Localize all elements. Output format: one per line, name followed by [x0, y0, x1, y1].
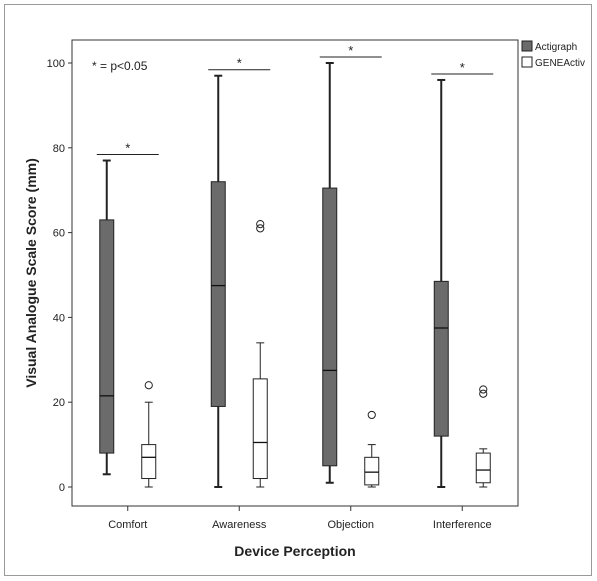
- legend-label-geneactiv: GENEActiv: [535, 58, 585, 69]
- outlier-point-geneactiv: [479, 385, 488, 394]
- outlier-point-geneactiv: [367, 410, 376, 420]
- figure-frame: [4, 4, 592, 576]
- x-tick-label: Awareness: [212, 519, 267, 531]
- legend-swatch-geneactiv: [521, 56, 533, 68]
- legend: Actigraph GENEActiv: [521, 40, 585, 69]
- box-geneactiv: [141, 444, 157, 480]
- significance-star: *: [348, 43, 353, 58]
- significance-markers: * * * *: [96, 43, 494, 156]
- outlier-point-geneactiv: [144, 381, 153, 390]
- y-axis: 0 20 40 60 80 100: [47, 58, 72, 494]
- y-axis-title: Visual Analogue Scale Score (mm): [23, 158, 39, 388]
- y-tick-label: 20: [53, 397, 65, 409]
- outlier-point-geneactiv: [256, 224, 265, 233]
- box-series: [99, 62, 491, 488]
- box-geneactiv: [475, 452, 491, 484]
- y-tick-label: 80: [53, 143, 65, 155]
- legend-swatch-actigraph: [521, 40, 533, 52]
- significance-annotation: * = p<0.05: [92, 59, 148, 73]
- box-actigraph: [99, 219, 115, 454]
- y-tick-label: 0: [59, 482, 65, 494]
- legend-label-actigraph: Actigraph: [535, 42, 577, 53]
- y-tick-label: 60: [53, 228, 65, 240]
- box-actigraph: [433, 280, 449, 437]
- outlier-point-geneactiv: [256, 220, 265, 229]
- y-tick-label: 100: [47, 58, 65, 70]
- significance-star: *: [460, 60, 465, 75]
- x-tick-label: Comfort: [108, 519, 147, 531]
- box-actigraph: [322, 187, 338, 467]
- y-tick-label: 40: [53, 312, 65, 324]
- box-actigraph: [210, 181, 226, 407]
- significance-star: *: [237, 56, 242, 71]
- box-geneactiv: [252, 378, 268, 480]
- x-tick-label: Objection: [328, 519, 374, 531]
- x-tick-label: Interference: [433, 519, 492, 531]
- x-axis-title: Device Perception: [234, 543, 355, 559]
- box-geneactiv: [364, 456, 380, 486]
- x-axis: Comfort Awareness Objection Interference: [108, 506, 492, 531]
- significance-star: *: [125, 141, 130, 156]
- outlier-point-geneactiv: [479, 389, 488, 398]
- plot-area: [71, 39, 519, 507]
